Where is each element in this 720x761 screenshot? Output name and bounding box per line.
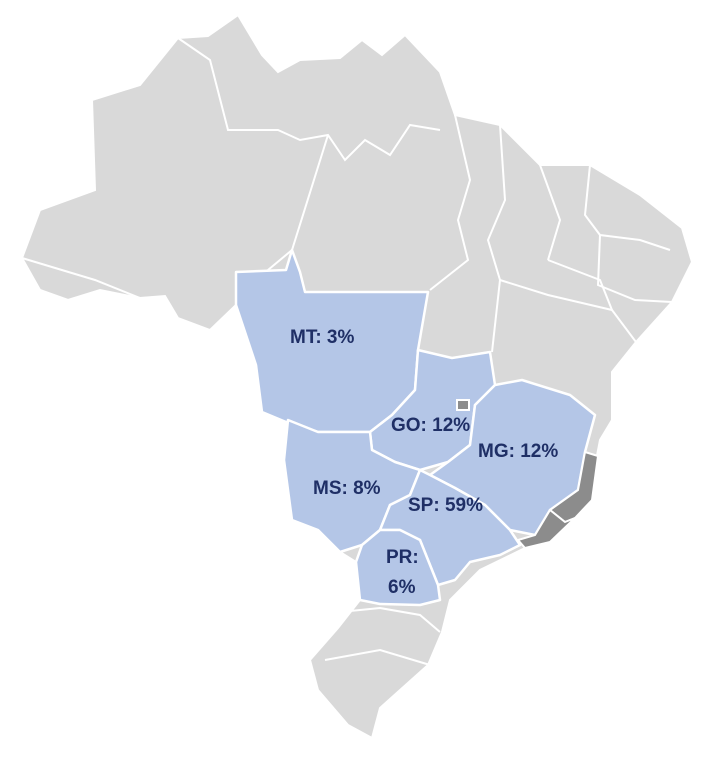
label-go: GO: 12%: [391, 415, 470, 436]
state-df: [456, 399, 470, 411]
state-go: [368, 348, 497, 472]
state-sp: [378, 468, 522, 587]
label-pr-value: 6%: [388, 577, 416, 598]
label-sp: SP: 59%: [408, 495, 483, 516]
label-mg: MG: 12%: [478, 441, 558, 462]
label-pr-name: PR:: [386, 547, 419, 568]
label-mt: MT: 3%: [290, 327, 355, 348]
label-ms: MS: 8%: [313, 478, 381, 499]
state-pr: [354, 528, 442, 607]
other-states: [456, 399, 600, 550]
highlighted-states: [234, 248, 597, 607]
state-rj: [516, 508, 576, 550]
state-borders: [21, 37, 673, 666]
